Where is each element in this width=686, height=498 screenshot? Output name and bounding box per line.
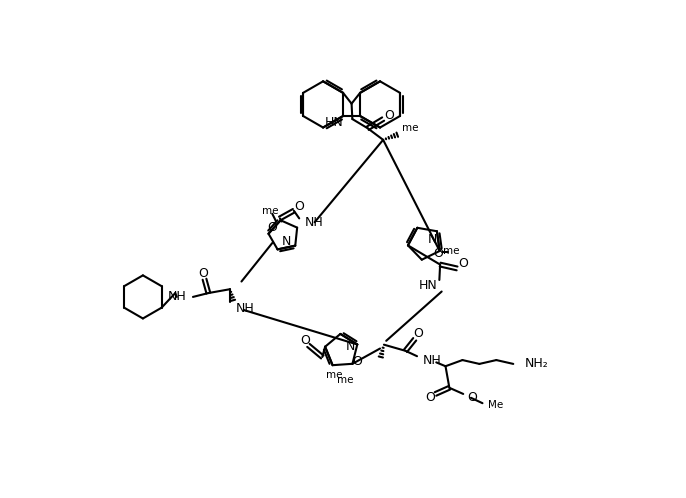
Text: me: me [401, 124, 418, 133]
Text: Me: Me [488, 400, 503, 410]
Text: HN: HN [419, 279, 438, 292]
Text: NH: NH [423, 355, 442, 368]
Text: O: O [198, 266, 208, 279]
Text: NH: NH [168, 290, 187, 303]
Text: N: N [346, 341, 355, 354]
Text: O: O [384, 109, 394, 122]
Text: O: O [268, 221, 277, 234]
Text: HN: HN [324, 117, 343, 129]
Text: me: me [337, 375, 354, 385]
Text: O: O [414, 327, 423, 340]
Text: O: O [458, 256, 468, 269]
Text: me: me [326, 371, 342, 380]
Text: N: N [281, 235, 291, 248]
Text: O: O [352, 355, 362, 368]
Text: O: O [300, 334, 310, 347]
Text: O: O [425, 391, 435, 404]
Text: NH: NH [305, 216, 323, 229]
Text: NH₂: NH₂ [525, 358, 549, 371]
Text: O: O [294, 200, 304, 213]
Text: NH: NH [236, 302, 255, 315]
Text: N: N [428, 233, 437, 246]
Text: O: O [434, 248, 444, 260]
Text: me: me [261, 206, 279, 216]
Text: me: me [443, 246, 460, 255]
Text: O: O [467, 391, 477, 404]
